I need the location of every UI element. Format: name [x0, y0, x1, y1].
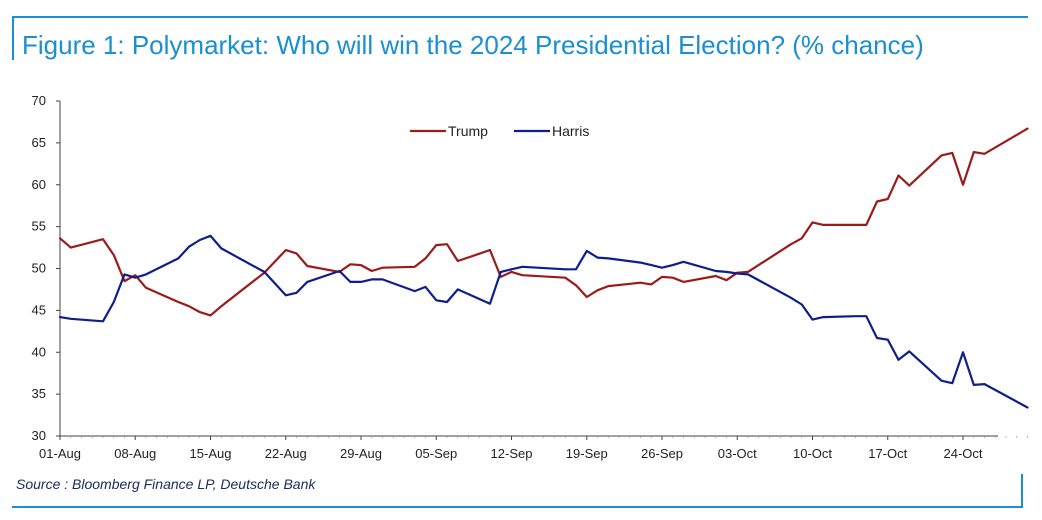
x-tick-label: 05-Sep: [415, 446, 457, 461]
chart-axes: 30 35 40 45 50 55 60 65 70 01-Aug 08-Aug 15-Aug 22-A…: [32, 93, 1028, 461]
y-tick-label: 60: [32, 177, 46, 192]
x-tick-label: 24-Oct: [943, 446, 982, 461]
x-tick-label: 10-Oct: [793, 446, 832, 461]
y-tick-label: 65: [32, 135, 46, 150]
x-tick-label: 01-Aug: [39, 446, 81, 461]
x-tick-label: 26-Sep: [641, 446, 683, 461]
y-tick-label: 70: [32, 93, 46, 108]
y-tick-label: 30: [32, 428, 46, 443]
chart-series: [58, 127, 1029, 409]
x-tick-label: 19-Sep: [566, 446, 608, 461]
series-line-trump: [58, 127, 1029, 317]
x-tick-label: 12-Sep: [491, 446, 533, 461]
y-tick-label: 55: [32, 219, 46, 234]
y-tick-label: 50: [32, 261, 46, 276]
frame-top-rule: [12, 16, 1028, 18]
x-tick-label: 22-Aug: [265, 446, 307, 461]
x-tick-label: 17-Oct: [868, 446, 907, 461]
x-tick-label: 29-Aug: [340, 446, 382, 461]
legend-label-harris: Harris: [552, 123, 589, 139]
legend-label-trump: Trump: [448, 123, 488, 139]
y-tick-label: 45: [32, 302, 46, 317]
frame-bottom-rule: [12, 506, 1023, 508]
y-tick-label: 35: [32, 386, 46, 401]
x-tick-label: 15-Aug: [190, 446, 232, 461]
x-tick-label: 08-Aug: [114, 446, 156, 461]
figure-title: Figure 1: Polymarket: Who will win the 2…: [22, 30, 924, 60]
frame-left-rule: [12, 16, 14, 60]
series-line-harris: [58, 234, 1029, 409]
frame-right-rule: [1021, 474, 1023, 508]
source-note: Source : Bloomberg Finance LP, Deutsche …: [16, 476, 316, 492]
x-tick-label: 03-Oct: [718, 446, 757, 461]
y-tick-label: 40: [32, 344, 46, 359]
chart-legend: Trump Harris: [410, 123, 589, 139]
